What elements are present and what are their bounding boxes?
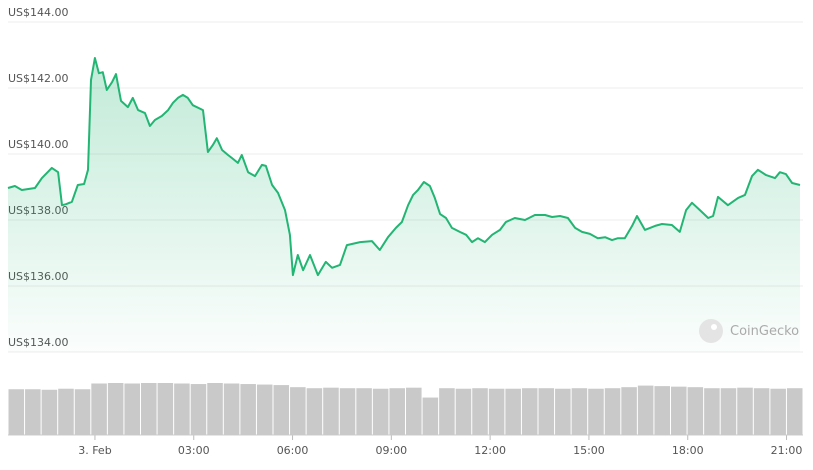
volume-bar bbox=[372, 388, 389, 435]
volume-bar bbox=[505, 388, 521, 435]
x-tick-label: 12:00 bbox=[474, 444, 506, 457]
volume-bar bbox=[157, 383, 174, 435]
volume-bar bbox=[637, 385, 654, 435]
y-tick-label: US$142.00 bbox=[8, 72, 69, 85]
volume-bar bbox=[25, 389, 41, 435]
y-tick-label: US$144.00 bbox=[8, 6, 69, 19]
volume-bar bbox=[687, 387, 704, 435]
volume-bar bbox=[770, 388, 786, 435]
volume-bar bbox=[555, 388, 571, 435]
x-tick-label: 3. Feb bbox=[78, 444, 111, 457]
volume-bar bbox=[107, 383, 124, 435]
volume-bar bbox=[290, 387, 306, 435]
volume-bar bbox=[621, 387, 637, 435]
x-tick-label: 21:00 bbox=[771, 444, 803, 457]
volume-bar bbox=[306, 388, 323, 435]
volume-bar bbox=[588, 388, 604, 435]
volume-bar bbox=[472, 388, 488, 435]
volume-bar bbox=[356, 388, 372, 435]
volume-bar bbox=[256, 384, 273, 435]
volume-bar bbox=[422, 397, 439, 435]
price-line bbox=[7, 57, 801, 277]
volume-bar bbox=[671, 386, 687, 435]
volume-bar bbox=[439, 388, 455, 435]
volume-bar bbox=[190, 384, 207, 435]
x-tick-label: 06:00 bbox=[277, 444, 309, 457]
watermark-icon-eye bbox=[711, 324, 717, 330]
volume-bar bbox=[141, 383, 157, 435]
volume-bar bbox=[521, 388, 538, 435]
x-tick-label: 03:00 bbox=[178, 444, 210, 457]
x-tick-label: 09:00 bbox=[375, 444, 407, 457]
volume-bar bbox=[786, 388, 803, 435]
volume-bar bbox=[91, 383, 107, 435]
volume-bar bbox=[323, 387, 339, 435]
volume-bar bbox=[74, 389, 91, 435]
volume-bar bbox=[704, 388, 720, 435]
y-tick-label: US$140.00 bbox=[8, 138, 69, 151]
volume-bar bbox=[124, 383, 140, 435]
volume-bar bbox=[488, 388, 505, 435]
volume-bar bbox=[538, 388, 555, 435]
volume-bar bbox=[737, 387, 753, 435]
volume-bar bbox=[273, 385, 290, 435]
volume-bar bbox=[654, 386, 670, 435]
watermark-icon bbox=[699, 319, 723, 343]
volume-bar bbox=[207, 383, 223, 435]
volume-bar bbox=[753, 388, 770, 435]
volume-bar bbox=[8, 389, 25, 435]
x-tick-label: 15:00 bbox=[573, 444, 605, 457]
volume-bar bbox=[339, 388, 356, 435]
watermark-text: CoinGecko bbox=[730, 324, 799, 339]
volume-bar bbox=[720, 388, 737, 435]
watermark: CoinGecko bbox=[699, 319, 799, 343]
volume-bar bbox=[240, 384, 256, 435]
volume-bar bbox=[223, 383, 240, 435]
volume-bar bbox=[455, 388, 472, 435]
area-fill bbox=[8, 58, 800, 352]
volume-bar bbox=[41, 389, 58, 435]
volume-bar bbox=[406, 387, 422, 435]
volume-bar bbox=[58, 388, 74, 435]
x-tick-label: 18:00 bbox=[672, 444, 704, 457]
volume-bar bbox=[174, 383, 190, 435]
volume-bar bbox=[389, 388, 405, 435]
volume-bar bbox=[604, 388, 621, 435]
volume-bar bbox=[571, 388, 588, 435]
